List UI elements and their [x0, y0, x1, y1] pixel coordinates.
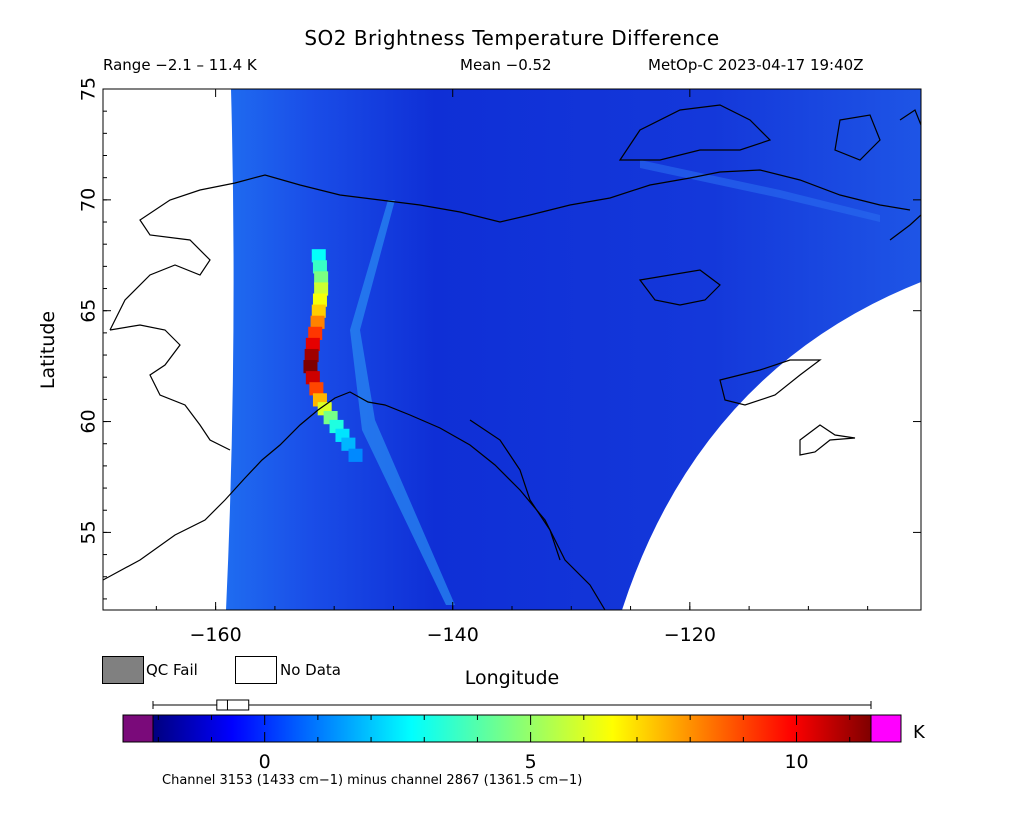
plume-cell	[304, 348, 319, 363]
plume-cell	[305, 337, 320, 352]
qc-fail-swatch	[102, 656, 144, 684]
colorbar-tick-label: 0	[259, 751, 271, 773]
plume-cell	[303, 360, 318, 374]
x-tick-label: −160	[190, 624, 242, 646]
y-tick-label: 70	[78, 188, 100, 212]
colorbar-unit: K	[913, 722, 926, 743]
plume-cell	[314, 282, 329, 296]
mean-text: Mean −0.52	[460, 56, 552, 74]
plume-cell	[311, 304, 326, 318]
plume-cell	[314, 271, 329, 285]
x-axis-label: Longitude	[465, 667, 560, 689]
y-tick-label: 65	[78, 299, 100, 323]
plume-cell	[305, 371, 320, 385]
chart-title: SO2 Brightness Temperature Difference	[304, 26, 720, 50]
y-tick-label: 75	[78, 77, 100, 101]
x-tick-label: −140	[427, 624, 479, 646]
y-tick-label: 60	[78, 409, 100, 433]
colorbar-under	[122, 714, 154, 743]
distribution-boxplot	[152, 699, 872, 711]
y-axis: 55 60 65 70 75	[78, 77, 921, 600]
satellite-text: MetOp-C 2023-04-17 19:40Z	[648, 56, 864, 74]
plume-cell	[312, 293, 327, 307]
plume-cell	[310, 315, 325, 329]
no-data-label: No Data	[280, 661, 341, 679]
plume-cell	[309, 382, 324, 396]
y-tick-label: 55	[78, 520, 100, 544]
colorbar-over	[870, 714, 902, 743]
qc-fail-label: QC Fail	[146, 661, 198, 679]
colorbar-tick-label: 10	[784, 751, 808, 773]
coastline	[103, 104, 921, 610]
x-axis: −160 −140 −120	[155, 89, 869, 646]
boxplot-box	[216, 699, 250, 711]
colorbar-tick-label: 5	[525, 751, 537, 773]
plume-cell	[308, 326, 323, 340]
no-data-swatch	[235, 656, 277, 684]
colorbar-gradient	[152, 714, 872, 743]
plume-layer	[303, 249, 363, 462]
plume-cell	[348, 448, 363, 462]
colorbar-caption: Channel 3153 (1433 cm−1) minus channel 2…	[162, 773, 583, 788]
swath-area	[226, 89, 921, 610]
plume-cell	[312, 260, 327, 274]
colorbar: K 0 5 10	[122, 699, 926, 773]
plume-cell	[341, 437, 356, 451]
plume-cell	[311, 249, 326, 263]
y-axis-label: Latitude	[37, 311, 59, 389]
range-text: Range −2.1 – 11.4 K	[103, 56, 257, 74]
x-tick-label: −120	[664, 624, 716, 646]
